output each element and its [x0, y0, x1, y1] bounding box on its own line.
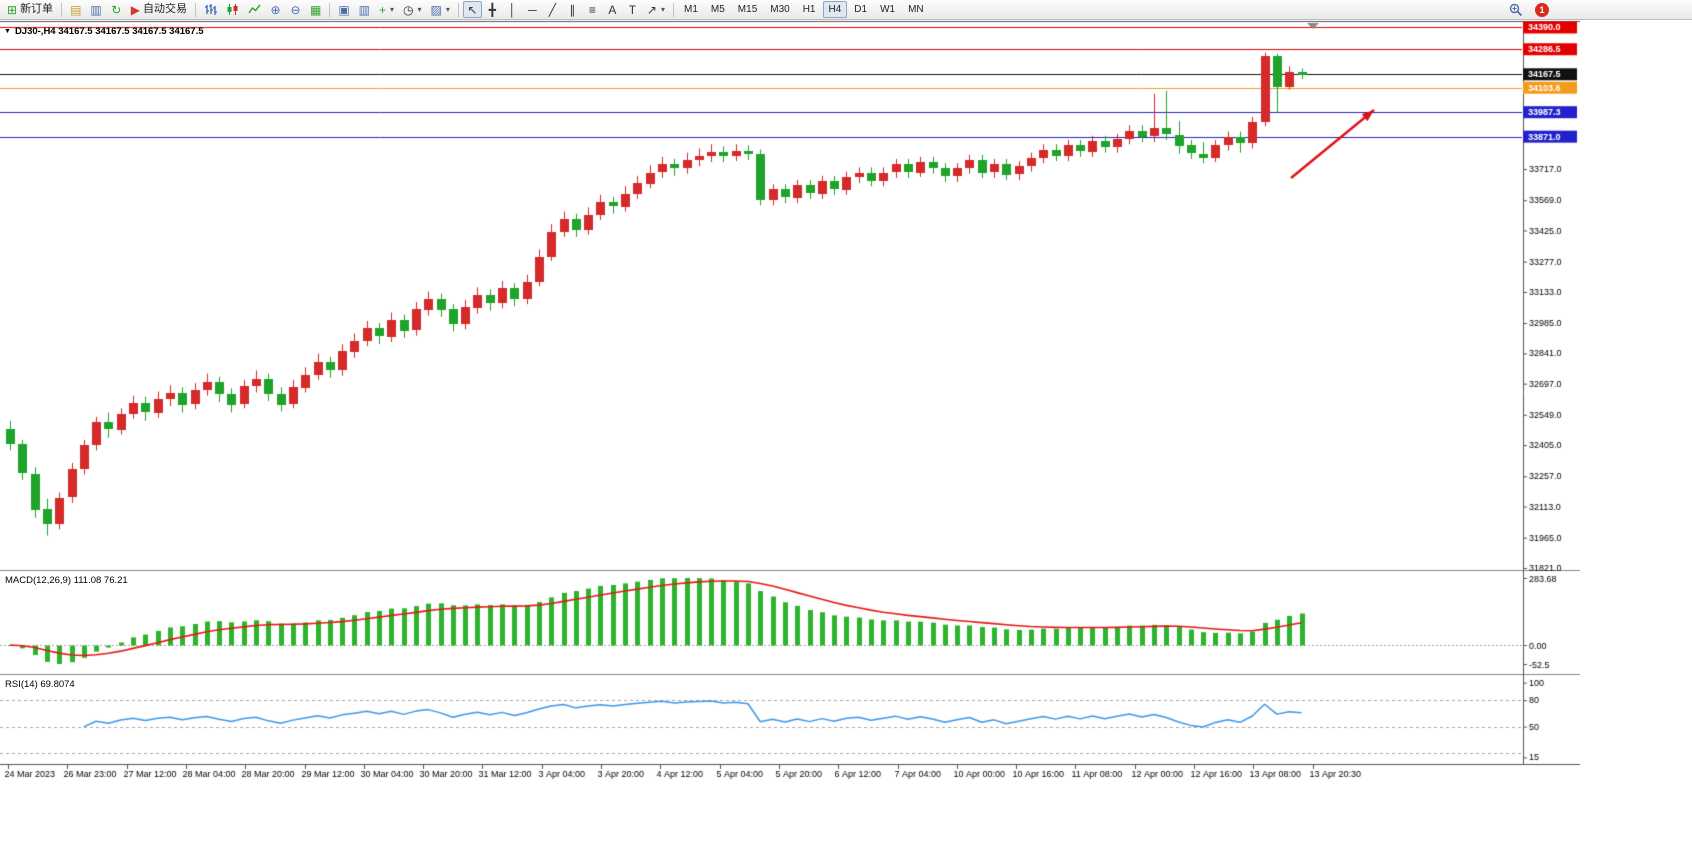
new-order-button[interactable]: ⊞ 新订单 [3, 1, 57, 18]
auto-trading-button[interactable]: ▶ 自动交易 [127, 1, 191, 18]
tile-windows-icon: ▦ [309, 2, 322, 17]
label-tool-button[interactable]: T [623, 1, 642, 18]
profiles-icon: ▥ [358, 2, 371, 17]
object-marker-icon[interactable]: ▼ [4, 28, 11, 35]
bar-chart-icon [204, 4, 217, 15]
symbol-info-row: ▼ DJ30-,H4 34167.5 34167.5 34167.5 34167… [4, 26, 204, 37]
toolbar-separator [672, 2, 674, 17]
bar-chart-button[interactable] [200, 1, 221, 18]
auto-trading-label: 自动交易 [142, 3, 187, 15]
chevron-down-icon: ▾ [390, 4, 395, 14]
crosshair-tool-button[interactable]: ╋ [483, 1, 502, 18]
refresh-button[interactable]: ↻ [107, 1, 126, 18]
timeframe-button-h4[interactable]: H4 [822, 1, 848, 18]
timeframe-button-d1[interactable]: D1 [854, 3, 868, 15]
fibonacci-icon: ≡ [588, 2, 596, 17]
toolbar-separator [194, 2, 196, 17]
periods-button[interactable]: ◷ ▾ [399, 1, 426, 18]
new-order-icon: ⊞ [7, 2, 18, 17]
timeframe-button-h1[interactable]: H1 [802, 3, 816, 15]
toolbar-right-group: 1 [1505, 1, 1549, 18]
auto-trading-icon: ▶ [130, 2, 140, 17]
horizontal-line-icon: ─ [528, 2, 537, 17]
timeframe-button-m15[interactable]: M15 [737, 3, 758, 15]
horizontal-line-tool-button[interactable]: ─ [523, 1, 542, 18]
timeframe-button-w1[interactable]: W1 [880, 3, 896, 15]
rsi-label: RSI(14) 69.8074 [5, 679, 75, 690]
trendline-tool-button[interactable]: ╱ [543, 1, 562, 18]
vertical-line-icon: │ [508, 2, 517, 17]
market-watch-icon: ▥ [90, 2, 102, 17]
indicators-button[interactable]: + ▾ [375, 1, 398, 18]
charts-icon: ▤ [70, 2, 82, 17]
profiles-button[interactable]: ▥ [355, 1, 374, 18]
templates-button[interactable]: ▨ ▾ [427, 1, 454, 18]
clock-icon: ◷ [403, 2, 414, 17]
timeframe-button-m1[interactable]: M1 [683, 3, 698, 15]
toolbar-separator [61, 2, 63, 17]
channel-tool-button[interactable]: ∥ [563, 1, 582, 18]
trendline-icon: ╱ [548, 2, 557, 17]
macd-label: MACD(12,26,9) 111.08 76.21 [5, 575, 128, 586]
tile-windows-button[interactable]: ▦ [306, 1, 325, 18]
new-order-label: 新订单 [20, 3, 54, 15]
line-chart-icon [248, 4, 261, 14]
toolbar-separator [457, 2, 459, 17]
template-icon: ▨ [430, 2, 442, 17]
channel-icon: ∥ [569, 2, 576, 17]
new-chart-button[interactable]: ▣ [334, 1, 353, 18]
text-tool-button[interactable]: A [603, 1, 622, 18]
cursor-tool-button[interactable]: ↖ [462, 1, 482, 18]
symbol-ohlc-label: DJ30-,H4 34167.5 34167.5 34167.5 34167.5 [14, 26, 204, 37]
text-icon: A [608, 2, 617, 17]
crosshair-icon: ╋ [488, 2, 497, 17]
toolbar: ⊞ 新订单 ▤ ▥ ↻ ▶ 自动交易 ⊕ ⊖ ▦ ▣ ▥ + ▾ ◷ ▾ ▨ ▾ ↖ … [0, 0, 1692, 20]
chevron-down-icon: ▾ [445, 4, 450, 14]
label-icon: T [628, 2, 637, 17]
refresh-icon: ↻ [111, 2, 122, 17]
zoom-out-icon: ⊖ [290, 2, 301, 17]
candlestick-chart-button[interactable] [222, 1, 243, 18]
chevron-down-icon: ▾ [417, 4, 422, 14]
new-chart-icon: ▣ [338, 2, 350, 17]
timeframe-button-m5[interactable]: M5 [710, 3, 725, 15]
candlestick-chart-icon [227, 4, 238, 15]
arrows-tool-button[interactable]: ↗ ▾ [643, 1, 669, 18]
cursor-icon: ↖ [467, 2, 478, 17]
vertical-line-tool-button[interactable]: │ [503, 1, 522, 18]
search-icon [1509, 3, 1523, 16]
fibonacci-tool-button[interactable]: ≡ [583, 1, 602, 18]
zoom-out-button[interactable]: ⊖ [286, 1, 305, 18]
market-watch-button[interactable]: ▥ [86, 1, 105, 18]
timeframe-button-mn[interactable]: MN [908, 3, 924, 15]
charts-button[interactable]: ▤ [66, 1, 85, 18]
timeframe-group: M1 M5 M15 M30 H1 H4 D1 W1 MN [678, 1, 930, 18]
timeframe-button-m30[interactable]: M30 [770, 3, 790, 15]
search-button[interactable] [1505, 1, 1527, 18]
chevron-down-icon: ▾ [660, 4, 665, 14]
toolbar-separator [329, 2, 331, 17]
notification-badge[interactable]: 1 [1535, 2, 1549, 17]
zoom-in-button[interactable]: ⊕ [266, 1, 285, 18]
line-chart-button[interactable] [244, 1, 265, 18]
arrow-symbol-icon: ↗ [646, 2, 657, 17]
zoom-in-icon: ⊕ [270, 2, 281, 17]
add-indicator-icon: + [379, 2, 387, 17]
